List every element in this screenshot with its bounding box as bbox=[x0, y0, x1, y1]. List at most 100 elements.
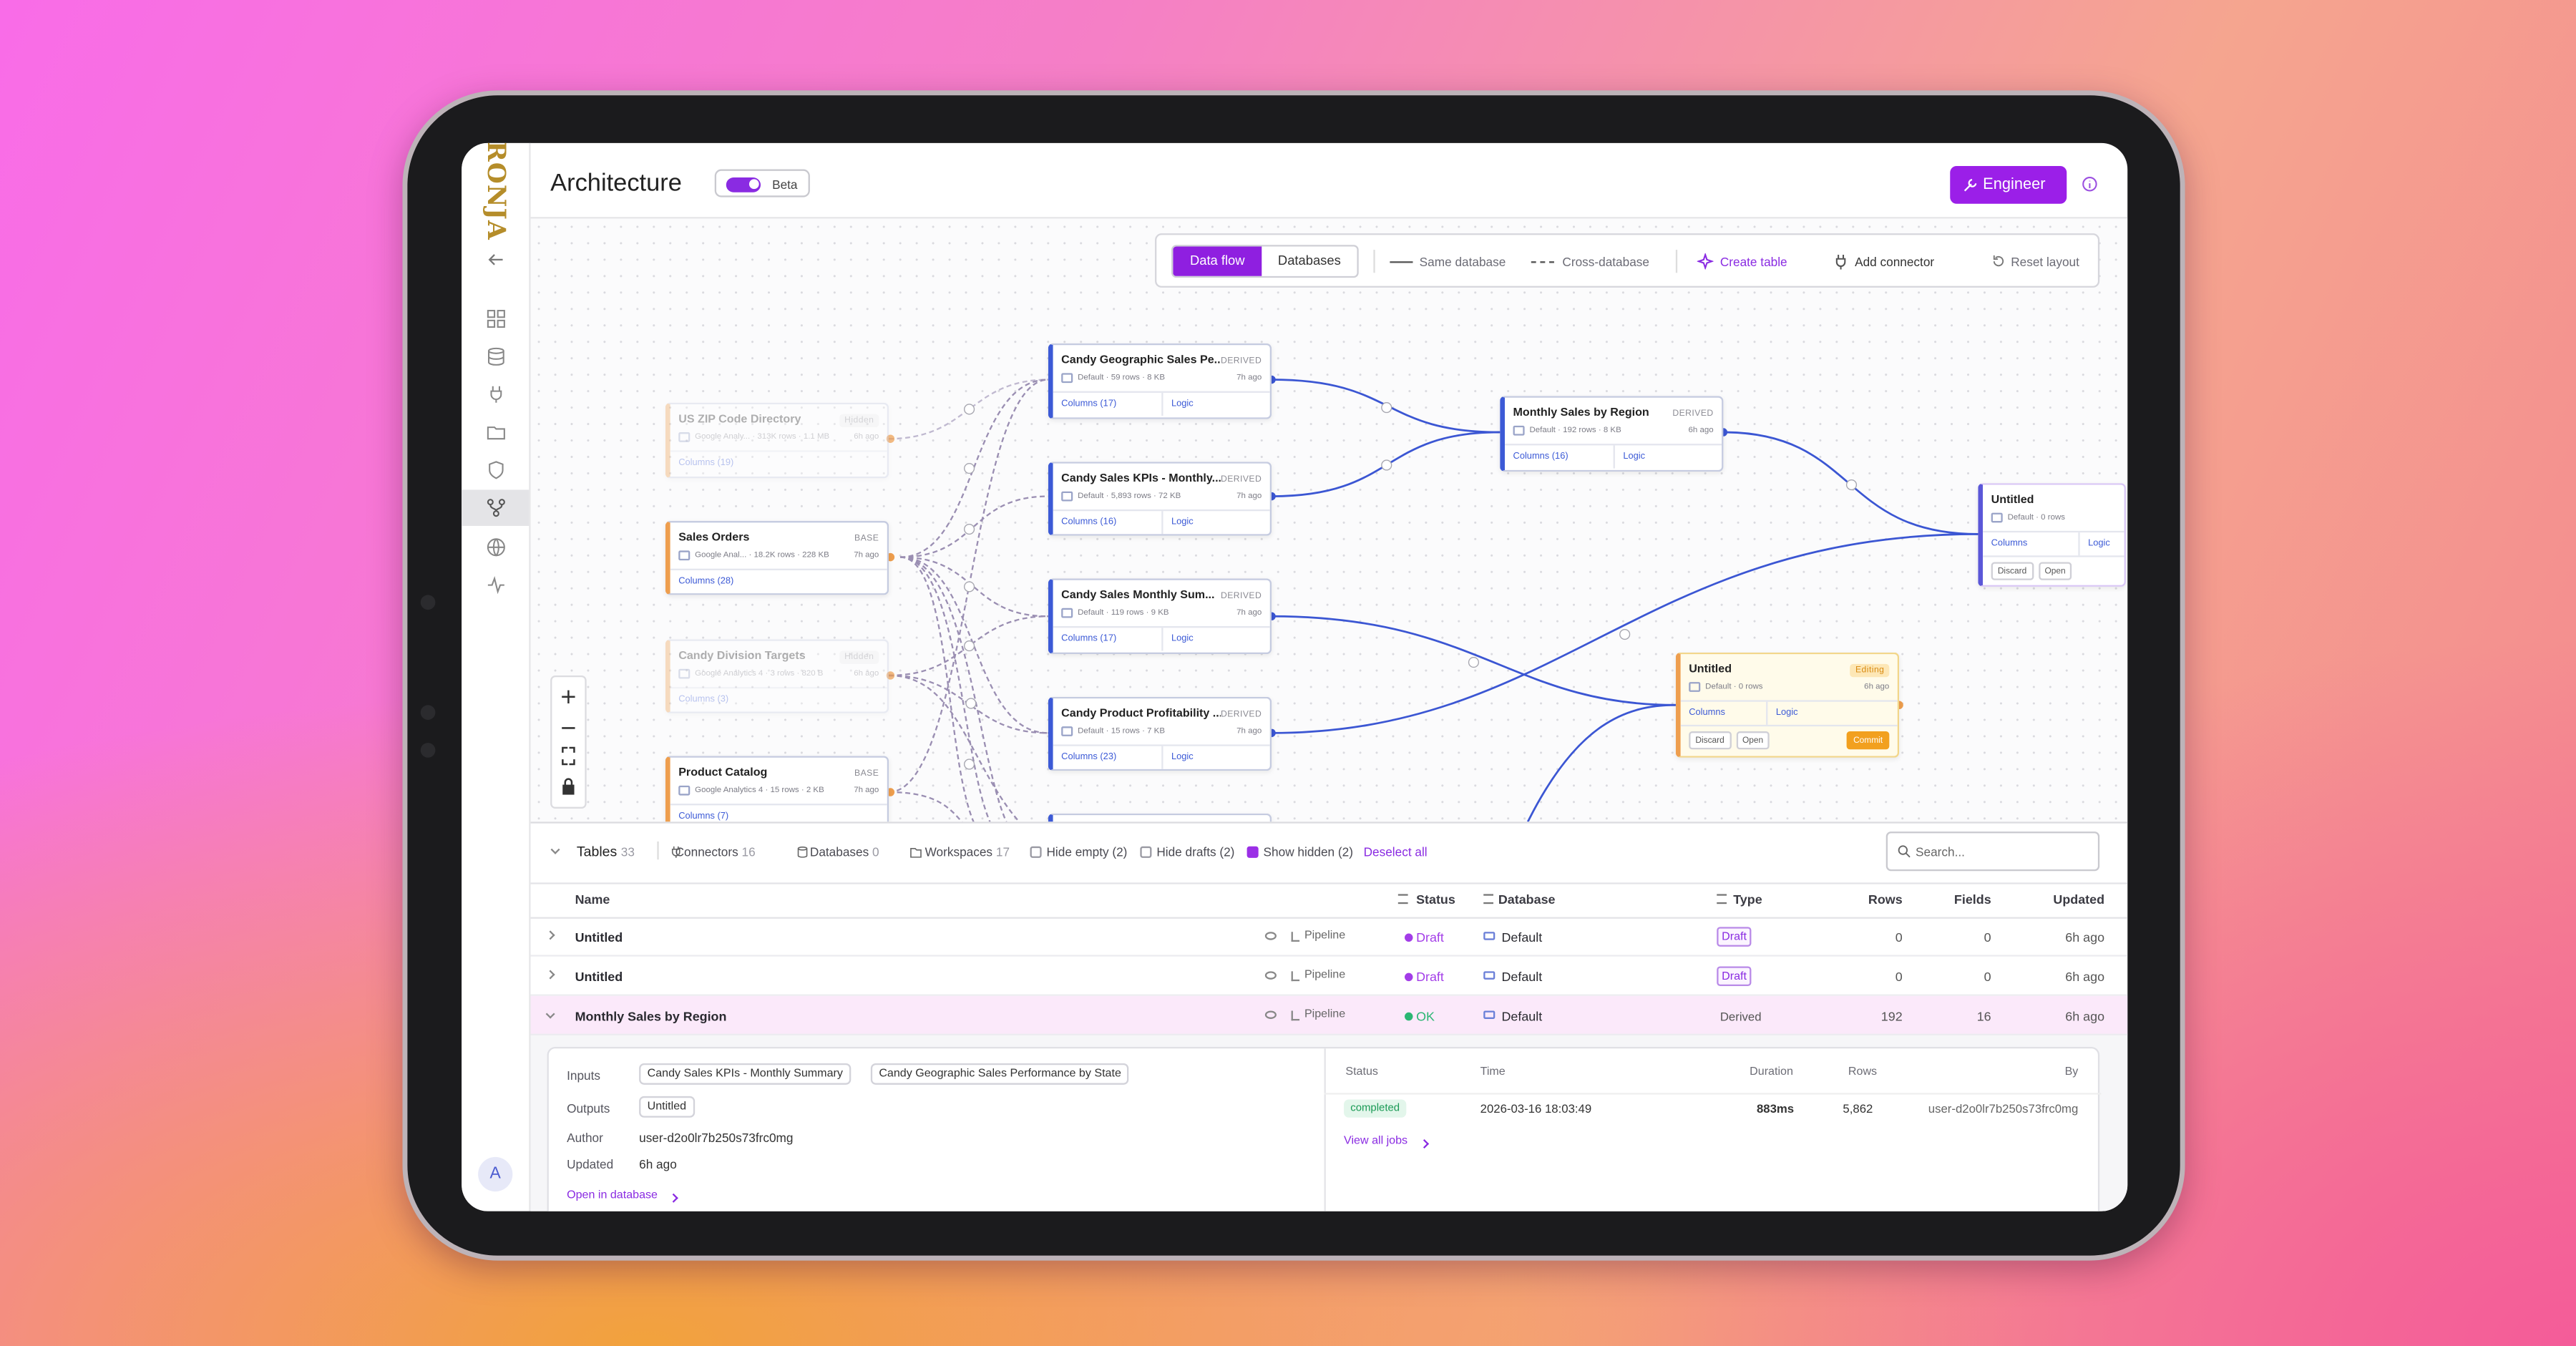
info-icon[interactable] bbox=[2082, 176, 2098, 192]
node-time: 7h ago bbox=[854, 785, 879, 796]
flow-canvas[interactable]: US ZIP Code Directory Hidden Google Analy.… bbox=[530, 218, 2128, 822]
table-row[interactable] bbox=[530, 995, 2128, 1035]
columns-link[interactable]: Columns (17) bbox=[1061, 399, 1117, 409]
checkbox[interactable] bbox=[1140, 846, 1152, 858]
table-node[interactable]: Untitled Default · 0 rows Columns Logic Disc… bbox=[1978, 483, 2126, 587]
hide-drafts-option[interactable]: Hide drafts (2) bbox=[1140, 844, 1235, 860]
open-in-database-link[interactable]: Open in database bbox=[567, 1189, 658, 1201]
logic-link[interactable]: Logic bbox=[1161, 392, 1270, 416]
plug-icon[interactable] bbox=[487, 384, 507, 404]
table-node[interactable]: Untitled Editing Default · 0 rows 6h ago Col… bbox=[1675, 652, 1900, 758]
screen: RONJA A Architecture Beta Engineer bbox=[462, 142, 2128, 1211]
database-icon[interactable] bbox=[487, 347, 507, 367]
column-header[interactable]: Rows bbox=[1868, 892, 1903, 907]
connectors-filter[interactable]: Connectors 16 bbox=[675, 845, 756, 860]
table-node[interactable]: Candy Division Targets Hidden Google Analy… bbox=[665, 639, 889, 713]
folder-icon[interactable] bbox=[487, 422, 507, 442]
table-row[interactable] bbox=[530, 957, 2128, 996]
globe-icon[interactable] bbox=[487, 537, 507, 557]
logic-link[interactable]: Logic bbox=[1766, 701, 1898, 725]
chevron bbox=[668, 1193, 678, 1203]
table-node[interactable]: Candy Sales Monthly Sum... DERIVED Default… bbox=[1048, 578, 1272, 655]
node-action-button[interactable]: Discard bbox=[1991, 562, 2034, 580]
logic-link[interactable]: Logic bbox=[1161, 511, 1270, 535]
columns-link[interactable]: Columns (16) bbox=[1513, 452, 1568, 462]
node-header: US ZIP Code Directory Hidden bbox=[670, 404, 887, 427]
reset-layout-button[interactable]: Reset layout bbox=[2011, 254, 2079, 270]
column-header[interactable]: Updated bbox=[2053, 892, 2105, 907]
search-box[interactable]: Search... bbox=[1885, 832, 2100, 872]
column-header[interactable]: Name bbox=[575, 892, 610, 907]
shield-icon[interactable] bbox=[487, 460, 507, 480]
flow-icon[interactable] bbox=[487, 498, 507, 518]
create-table-button[interactable]: Create table bbox=[1719, 254, 1787, 270]
node-action-button[interactable]: Commit bbox=[1846, 731, 1890, 750]
columns-link[interactable]: Columns bbox=[1991, 539, 2028, 550]
column-header[interactable]: Type bbox=[1733, 892, 1762, 907]
checkbox[interactable] bbox=[1030, 846, 1042, 858]
logic-link[interactable]: Logic bbox=[1613, 445, 1722, 469]
table-row[interactable] bbox=[530, 917, 2128, 957]
columns-link[interactable]: Columns (23) bbox=[1061, 752, 1117, 763]
table-node[interactable]: Monthly Sales by Region DERIVED Default · … bbox=[1500, 396, 1724, 472]
folder-icon bbox=[1483, 932, 1496, 940]
reset-icon bbox=[1993, 255, 2004, 267]
columns-link[interactable]: Columns (17) bbox=[1061, 634, 1117, 645]
type-label: Draft bbox=[1717, 966, 1752, 987]
add-connector-button[interactable]: Add connector bbox=[1855, 254, 1935, 270]
back-icon[interactable] bbox=[487, 250, 507, 270]
columns-link[interactable]: Columns bbox=[1689, 708, 1725, 718]
input-chip[interactable]: Candy Sales KPIs - Monthly Summary bbox=[639, 1063, 852, 1085]
view-switch: Data flow Databases bbox=[1171, 245, 1359, 278]
workspaces-filter[interactable]: Workspaces 17 bbox=[925, 845, 1010, 860]
node-header: Candy Division Targets Hidden bbox=[670, 641, 887, 664]
databases-tab[interactable]: Databases bbox=[1277, 253, 1341, 268]
filter-icon bbox=[1717, 894, 1727, 904]
node-meta-text: Default · 192 rows · 8 KB bbox=[1529, 425, 1621, 436]
logic-link[interactable]: Logic bbox=[2078, 532, 2124, 556]
folder-icon bbox=[678, 432, 691, 442]
databases-filter[interactable]: Databases 0 bbox=[810, 845, 879, 860]
table-node[interactable]: Product Catalog BASE Google Analytics 4 · … bbox=[665, 756, 889, 822]
hide-empty-option[interactable]: Hide empty (2) bbox=[1030, 845, 1127, 859]
status-label: OK bbox=[1416, 1009, 1435, 1024]
avatar[interactable]: A bbox=[478, 1156, 513, 1192]
zoom-icons[interactable] bbox=[552, 677, 585, 806]
folder-icon bbox=[678, 550, 691, 561]
table-node[interactable]: Candy Sales KPIs - Monthly... DERIVED Defa… bbox=[1048, 462, 1272, 536]
checkbox[interactable] bbox=[1246, 846, 1259, 858]
deselect-all-link[interactable]: Deselect all bbox=[1363, 844, 1428, 860]
view-all-jobs-link[interactable]: View all jobs bbox=[1344, 1136, 1408, 1148]
columns-link[interactable]: Columns (16) bbox=[1061, 517, 1117, 528]
columns-link[interactable]: Columns (7) bbox=[678, 811, 729, 822]
columns-link[interactable]: Columns (28) bbox=[678, 577, 734, 587]
table-node[interactable]: US ZIP Code Directory Hidden Google Analy.… bbox=[665, 402, 889, 479]
columns-link[interactable]: Columns (19) bbox=[678, 458, 734, 469]
logic-link[interactable]: Logic bbox=[1161, 628, 1270, 651]
grid-icon[interactable] bbox=[487, 309, 507, 329]
node-action-button[interactable]: Open bbox=[2038, 562, 2072, 580]
node-action-button[interactable]: Discard bbox=[1689, 731, 1731, 750]
column-header[interactable]: Database bbox=[1498, 892, 1556, 907]
data-flow-tab[interactable]: Data flow bbox=[1173, 246, 1262, 276]
column-header[interactable]: Status bbox=[1416, 892, 1455, 907]
beta-toggle[interactable]: Beta bbox=[714, 169, 810, 197]
engineer-button[interactable]: Engineer bbox=[1950, 165, 2067, 204]
table-node[interactable]: Sales Orders BASE Google Anal... · 18.2K r… bbox=[665, 521, 889, 595]
output-chip[interactable]: Untitled bbox=[639, 1096, 695, 1118]
node-action-button[interactable]: Open bbox=[1735, 731, 1770, 750]
activity-icon[interactable] bbox=[487, 575, 507, 595]
table-node[interactable]: Candy Product Profitability ... DERIVED De… bbox=[1048, 696, 1272, 771]
filter-icon bbox=[1483, 894, 1493, 904]
logic-link[interactable]: Logic bbox=[1161, 746, 1270, 769]
show-hidden-option[interactable]: Show hidden (2) bbox=[1246, 845, 1353, 859]
checkbox-label: Hide drafts (2) bbox=[1156, 844, 1235, 860]
table-node[interactable]: Candy Geographic Sales Pe... DERIVED Defau… bbox=[1048, 343, 1272, 419]
partial-node[interactable] bbox=[1048, 813, 1272, 822]
divider bbox=[1324, 1093, 2102, 1095]
node-footer: Columns (17) Logic bbox=[1053, 626, 1270, 651]
database-label: Default bbox=[1501, 1009, 1543, 1024]
columns-link[interactable]: Columns (3) bbox=[678, 695, 729, 706]
column-header[interactable]: Fields bbox=[1953, 892, 1991, 907]
input-chip[interactable]: Candy Geographic Sales Performance by St… bbox=[870, 1063, 1130, 1085]
